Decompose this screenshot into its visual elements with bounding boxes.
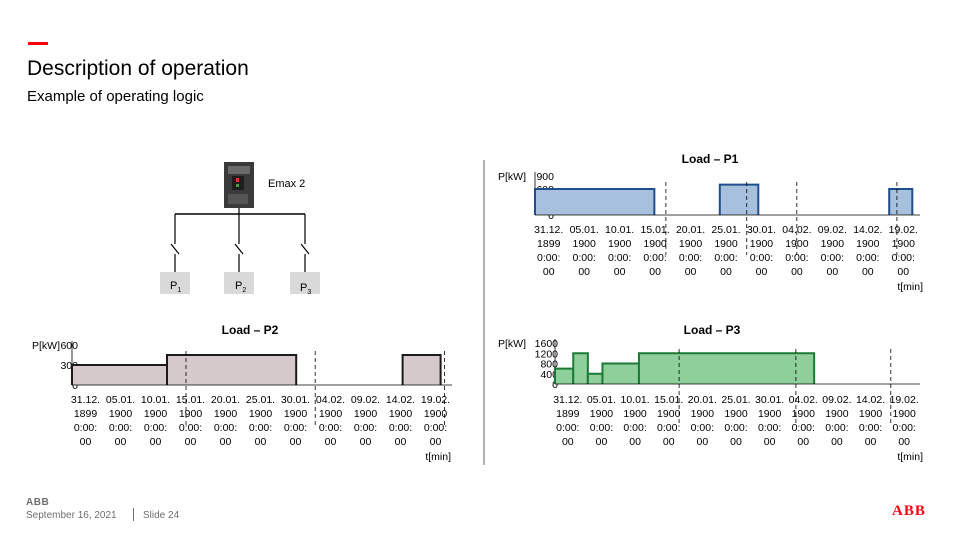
x-tick-label: 14.02. 1900 0:00: 00 xyxy=(386,394,415,448)
footer-separator xyxy=(133,508,134,521)
y-tick-label: 600 xyxy=(60,340,78,352)
x-tick-label: 31.12. 1899 0:00: 00 xyxy=(534,224,563,278)
y-tick-label: 900 xyxy=(536,171,554,183)
load-bar xyxy=(167,355,297,385)
feeder-label-2: P2 xyxy=(235,280,246,294)
x-tick-label: 10.01. 1900 0:00: 00 xyxy=(141,394,170,448)
x-tick-label: 09.02. 1900 0:00: 00 xyxy=(351,394,380,448)
x-tick-label: 20.01. 1900 0:00: 00 xyxy=(211,394,240,448)
x-tick-label: 30.01. 1900 0:00: 00 xyxy=(755,394,784,448)
feeder-2 xyxy=(234,214,244,272)
y-tick-label: 1200 xyxy=(535,348,559,360)
accent-bar xyxy=(28,42,48,45)
x-tick-label: 19.02. 1900 0:00: 00 xyxy=(890,394,919,448)
load-outline xyxy=(534,188,656,215)
y-tick-label: 0 xyxy=(72,380,78,392)
x-tick-label: 10.01. 1900 0:00: 00 xyxy=(620,394,649,448)
load-outline xyxy=(718,183,760,215)
page-title: Description of operation xyxy=(27,57,249,80)
x-axis-label: t[min] xyxy=(897,451,923,463)
load-bar xyxy=(573,353,588,384)
load-outline xyxy=(401,354,442,385)
chart-title: Load – P2 xyxy=(222,323,279,337)
load-bar xyxy=(555,368,574,384)
y-tick-label: 400 xyxy=(540,369,558,381)
load-bar xyxy=(72,365,167,385)
load-bar xyxy=(402,355,441,385)
y-axis-label: P[kW] xyxy=(498,171,526,183)
x-tick-label: 04.02. 1900 0:00: 00 xyxy=(316,394,345,448)
x-tick-label: 04.02. 1900 0:00: 00 xyxy=(789,394,818,448)
x-tick-label: 05.01. 1900 0:00: 00 xyxy=(106,394,135,448)
load-outline xyxy=(637,352,816,384)
load-outline xyxy=(572,352,589,384)
x-tick-label: 15.01. 1900 0:00: 00 xyxy=(640,224,669,278)
page-subtitle: Example of operating logic xyxy=(27,88,204,105)
load-bar xyxy=(719,184,759,215)
x-tick-label: 19.02. 1900 0:00: 00 xyxy=(421,394,450,448)
load-bar xyxy=(602,363,639,384)
x-tick-label: 09.02. 1900 0:00: 00 xyxy=(822,394,851,448)
x-tick-label: 25.01. 1900 0:00: 00 xyxy=(711,224,740,278)
x-tick-label: 14.02. 1900 0:00: 00 xyxy=(853,224,882,278)
load-bar xyxy=(889,189,913,215)
footer-date: September 16, 2021 xyxy=(26,510,117,521)
load-bar xyxy=(587,373,603,384)
slide-number: Slide 24 xyxy=(143,510,180,521)
x-tick-label: 09.02. 1900 0:00: 00 xyxy=(818,224,847,278)
y-tick-label: 0 xyxy=(552,379,558,391)
breaker-icon xyxy=(224,162,254,208)
x-tick-label: 25.01. 1900 0:00: 00 xyxy=(246,394,275,448)
chart-title: Load – P3 xyxy=(684,323,741,337)
x-tick-label: 15.01. 1900 0:00: 00 xyxy=(654,394,683,448)
y-tick-label: 0 xyxy=(548,210,554,222)
abb-logo: ABB xyxy=(892,503,926,519)
x-tick-label: 30.01. 1900 0:00: 00 xyxy=(747,224,776,278)
x-tick-label: 31.12. 1899 0:00: 00 xyxy=(71,394,100,448)
load-bar xyxy=(638,353,815,384)
y-axis-label: P[kW] xyxy=(498,338,526,350)
x-tick-label: 20.01. 1900 0:00: 00 xyxy=(688,394,717,448)
x-axis-label: t[min] xyxy=(425,451,451,463)
x-tick-label: 25.01. 1900 0:00: 00 xyxy=(721,394,750,448)
x-tick-label: 04.02. 1900 0:00: 00 xyxy=(782,224,811,278)
y-axis-label: P[kW] xyxy=(32,340,60,352)
x-tick-label: 10.01. 1900 0:00: 00 xyxy=(605,224,634,278)
y-tick-label: 1600 xyxy=(535,338,559,350)
feeder-label-3: P3 xyxy=(300,282,311,296)
x-tick-label: 15.01. 1900 0:00: 00 xyxy=(176,394,205,448)
feeder-label-1: P1 xyxy=(170,280,181,294)
feeder-1 xyxy=(170,214,180,272)
x-tick-label: 19.02. 1900 0:00: 00 xyxy=(889,224,918,278)
x-tick-label: 05.01. 1900 0:00: 00 xyxy=(570,224,599,278)
chart-title: Load – P1 xyxy=(682,152,739,166)
breaker-label: Emax 2 xyxy=(268,178,305,190)
footer-logo: ABB xyxy=(26,497,50,508)
load-outline xyxy=(888,188,914,215)
x-tick-label: 30.01. 1900 0:00: 00 xyxy=(281,394,310,448)
feeder-3 xyxy=(300,214,310,272)
x-tick-label: 05.01. 1900 0:00: 00 xyxy=(587,394,616,448)
load-outline xyxy=(166,354,298,385)
x-axis-label: t[min] xyxy=(897,281,923,293)
x-tick-label: 31.12. 1899 0:00: 00 xyxy=(553,394,582,448)
x-tick-label: 20.01. 1900 0:00: 00 xyxy=(676,224,705,278)
load-bar xyxy=(535,189,655,215)
y-tick-label: 800 xyxy=(540,359,558,371)
x-tick-label: 14.02. 1900 0:00: 00 xyxy=(856,394,885,448)
